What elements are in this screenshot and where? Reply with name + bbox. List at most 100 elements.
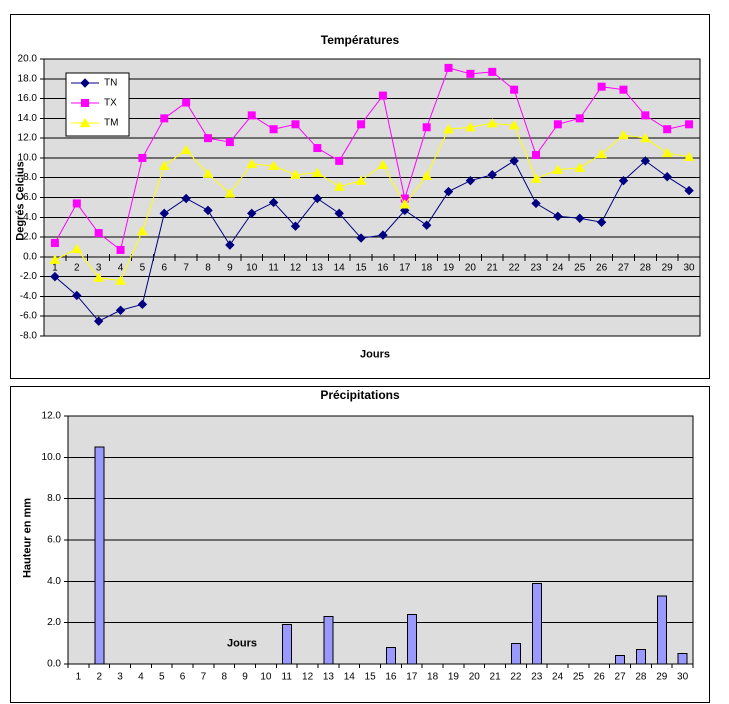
series-TN-marker [159, 208, 169, 219]
x-tick-label: 3 [96, 262, 102, 273]
bar-day-28 [635, 649, 646, 665]
y-tick-label: -4.0 [20, 291, 38, 302]
legend-label-TX: TX [104, 98, 117, 109]
y-tick-label: 14.0 [18, 113, 38, 124]
series-TN-marker [531, 198, 541, 209]
temperature-x-axis-title: Jours [360, 348, 390, 361]
series-TN-marker [137, 299, 148, 310]
x-tick-label: 29 [662, 262, 674, 273]
series-TM-marker [639, 132, 651, 143]
y-tick-label: -8.0 [20, 331, 38, 342]
x-tick-label: 25 [574, 262, 586, 273]
precipitation-plot-svg: 12.010.08.06.04.02.00.01 2 3 4 5 6 7 8 9 10 11 12 13… [42, 411, 694, 683]
series-TN-marker [684, 185, 694, 196]
x-tick-label: 10 [246, 262, 258, 273]
x-tick-label: 17 [399, 262, 411, 273]
x-tick-label: 19 [448, 672, 460, 683]
x-tick-label: 14 [334, 262, 346, 273]
temperature-y-axis-title: Degrés Celcius [14, 161, 27, 241]
series-TM-marker [443, 124, 454, 134]
series-TM-marker [71, 243, 83, 254]
x-tick-label: 24 [552, 672, 564, 683]
series-TX-marker [225, 138, 234, 147]
temperature-chart-object[interactable]: 20.0 18.0 16.0 14.0 12.0 10.0 8.0 6.0 4.0 2.0 0.0 -… [10, 14, 710, 379]
x-tick-label: 21 [490, 672, 502, 683]
x-tick-label: 12 [302, 672, 314, 683]
series-TM-marker [49, 254, 61, 264]
y-tick-label: 12.0 [42, 411, 62, 422]
series-TN-marker [465, 175, 476, 186]
series-TX-marker [269, 125, 278, 134]
legend-label-TM: TM [104, 118, 118, 129]
y-tick-label: 6.0 [23, 192, 37, 203]
series-TM-marker [93, 272, 105, 282]
x-tick-label: 7 [183, 262, 189, 273]
x-tick-label: 12 [290, 262, 302, 273]
x-tick-label: 11 [282, 672, 293, 683]
series-TN-marker [181, 193, 191, 204]
series-TM-marker [574, 162, 586, 172]
x-tick-label: 10 [260, 672, 272, 683]
y-tick-label: -6.0 [20, 311, 38, 322]
bar-day-17 [406, 613, 417, 665]
x-tick-label: 13 [323, 672, 335, 683]
x-tick-label: 18 [421, 262, 433, 273]
series-TM-marker [115, 275, 126, 285]
y-tick-label: 8.0 [47, 493, 61, 504]
series-TM-marker [399, 199, 411, 209]
x-tick-label: 18 [427, 672, 439, 683]
x-tick-label: 15 [365, 672, 377, 683]
series-TN-marker [553, 211, 563, 222]
series-TN-marker [290, 221, 301, 231]
x-tick-label: 9 [227, 262, 233, 273]
series-TN-marker [312, 193, 323, 204]
series-TN-marker [50, 271, 60, 282]
x-tick-label: 26 [596, 262, 608, 273]
series-TN-marker [334, 208, 344, 219]
legend-TX-marker [81, 99, 89, 107]
x-tick-label: 6 [161, 262, 167, 273]
series-TN-marker [640, 156, 651, 166]
x-tick-label: 3 [117, 672, 123, 683]
series-TX-marker [160, 114, 169, 123]
x-tick-label: 27 [618, 262, 630, 273]
legend-TN-marker [80, 78, 90, 88]
y-tick-label: 16.0 [18, 93, 38, 104]
legend-box [65, 72, 130, 137]
precipitation-y-axis-title: Hauteur en mm [21, 497, 34, 579]
bar-day-13 [323, 615, 334, 665]
y-tick-label: 8.0 [23, 172, 37, 183]
series-TX-marker [94, 229, 103, 238]
x-tick-label: 2 [96, 672, 102, 683]
x-tick-label: 2 [74, 262, 80, 273]
y-tick-label: 18.0 [18, 73, 38, 84]
series-TN-marker [356, 233, 366, 243]
series-TM-marker [355, 175, 367, 185]
x-tick-label: 28 [640, 262, 652, 273]
series-TX-marker [575, 114, 584, 123]
x-tick-label: 5 [140, 262, 146, 273]
y-tick-label: 10.0 [18, 152, 38, 163]
x-tick-label: 5 [159, 672, 165, 683]
series-TN-marker [618, 175, 629, 186]
series-TX-marker [510, 85, 519, 94]
series-TM-marker [180, 144, 192, 155]
x-tick-label: 14 [344, 672, 356, 683]
series-TX-marker [313, 144, 322, 153]
series-TM-marker [508, 120, 520, 130]
series-TN-marker [247, 208, 257, 219]
y-tick-label: 0.0 [47, 659, 61, 670]
series-TM-marker [465, 122, 476, 132]
y-tick-label: 10.0 [42, 452, 62, 463]
x-tick-label: 8 [205, 262, 211, 273]
series-TN-marker [378, 230, 388, 240]
x-tick-label: 6 [180, 672, 186, 683]
plot-border [43, 58, 701, 337]
y-tick-label: 0.0 [23, 251, 37, 262]
x-tick-label: 30 [677, 672, 689, 683]
series-TM-marker [683, 151, 695, 162]
series-TM-marker [618, 129, 629, 140]
series-TX-marker [444, 63, 453, 72]
precipitation-chart-object[interactable]: 12.0 10.0 8.0 6.0 4.0 2.0 0.0 1 2 3 4 5 6 7 8 9 10 11 12 13… [10, 386, 710, 703]
